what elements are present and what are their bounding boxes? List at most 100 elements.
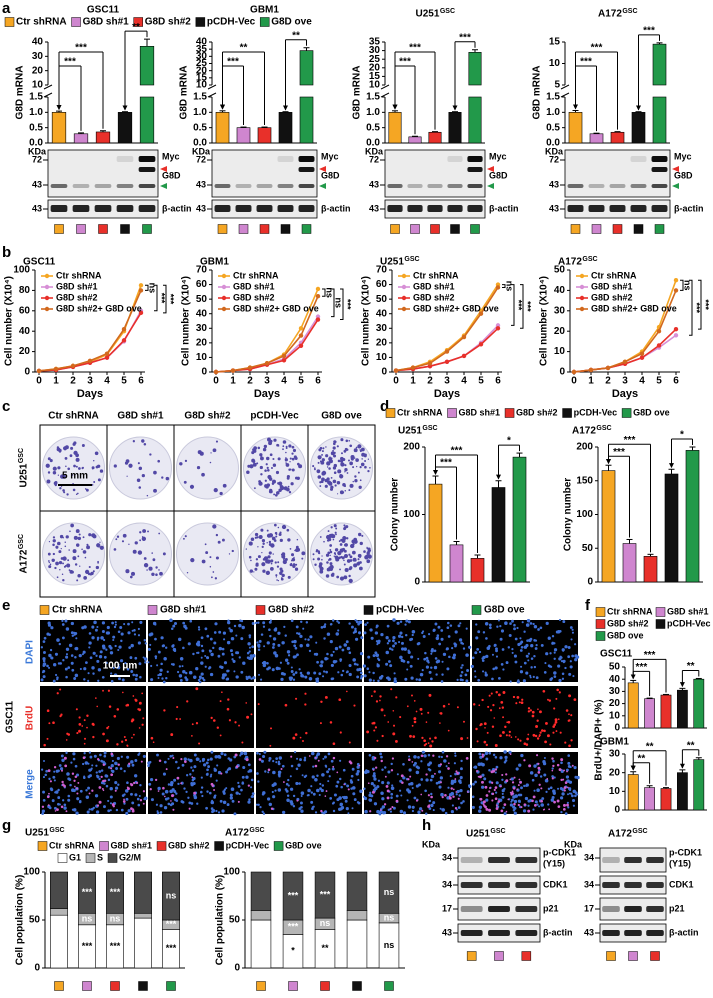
legend-swatch: [39, 605, 50, 615]
legend-point: [221, 284, 227, 290]
bar: [278, 112, 293, 144]
band: [609, 205, 626, 212]
group-marker: [138, 981, 148, 991]
bracket: [502, 284, 506, 288]
significance: ***: [580, 57, 592, 68]
band: [50, 205, 68, 212]
bar: [468, 96, 482, 144]
x-tick-label: 6: [138, 376, 144, 387]
band: [116, 184, 134, 188]
segment-label: *: [291, 946, 295, 956]
significance: ns: [683, 280, 693, 291]
band: [630, 156, 647, 162]
significance: **: [646, 741, 654, 752]
band: [277, 156, 294, 162]
significance: ***: [692, 302, 702, 313]
x-tick-label: 4: [281, 376, 287, 387]
legend-label: pCDH-Vec: [574, 407, 618, 417]
chart-title: U251: [415, 9, 439, 20]
bar: [644, 698, 655, 729]
bar: [299, 96, 314, 144]
bar-segment: [50, 908, 68, 916]
bar-segment: [78, 871, 96, 914]
chart-title: GSC11: [23, 257, 56, 268]
x-axis-label: Days: [612, 388, 638, 400]
legend-swatch: [214, 841, 224, 851]
series-line: [573, 334, 677, 373]
label-group: GBM1: [250, 5, 279, 16]
group-marker: [238, 224, 249, 234]
protein-label: CDK1: [543, 879, 568, 889]
nuclei-dapi: [362, 618, 472, 684]
mw-marker: 72: [369, 154, 379, 164]
legend-swatch: [363, 605, 374, 615]
legend-label: G8D sh#1: [233, 281, 275, 291]
y-tick-label: 30: [32, 51, 44, 62]
band: [447, 205, 463, 212]
chart-title-sup: GSC: [422, 425, 437, 432]
point: [673, 326, 679, 332]
y-tick-label: 15: [196, 72, 208, 83]
legend-swatch: [147, 605, 158, 615]
legend-swatch: [85, 853, 96, 863]
legend-swatch: [655, 607, 666, 617]
arrow-green: [487, 183, 494, 189]
mw-marker: 43: [549, 203, 559, 213]
y-tick-label: 30: [369, 45, 381, 56]
micrograph: [148, 620, 254, 682]
band: [602, 882, 620, 888]
chart-title: A172: [598, 9, 622, 20]
chart-title-sup: GSC: [49, 827, 64, 834]
x-tick-label: 3: [622, 376, 628, 387]
legend-point: [579, 284, 585, 290]
bracket: [163, 284, 167, 314]
y-tick-label: 30: [196, 51, 208, 62]
legend-label: G8D ove: [285, 840, 322, 850]
protein-label: Myc: [489, 151, 507, 161]
y-axis-label: Cell population (%): [215, 875, 226, 966]
y-axis-label: Cell number (X10⁴): [181, 276, 192, 366]
band: [624, 857, 642, 863]
bar: [589, 133, 604, 144]
bar-segment: [250, 910, 272, 921]
y-tick-label: 0.0: [366, 138, 380, 149]
legend-label: Ctr shRNA: [591, 270, 637, 280]
band: [515, 857, 538, 863]
point: [571, 369, 577, 375]
x-tick-label: 1: [230, 376, 236, 387]
legend-swatch: [133, 17, 143, 27]
legend-label: G8D sh#2+ G8D ove: [233, 303, 319, 313]
legend-label: G8D sh#2: [516, 407, 558, 417]
bar: [215, 112, 230, 144]
band: [567, 184, 584, 188]
row-label: U251: [19, 463, 30, 487]
panel-label: c: [2, 398, 10, 415]
axis-break: [380, 92, 390, 98]
dish: [42, 522, 105, 586]
y-tick-label: 50: [554, 265, 566, 276]
x-tick-label: 0: [36, 376, 42, 387]
x-tick-label: 0: [571, 376, 577, 387]
bar-segment: [106, 871, 124, 914]
segment-label: ***: [320, 889, 331, 899]
point: [264, 361, 270, 366]
point: [478, 311, 484, 316]
group-marker: [606, 951, 616, 961]
segment-label: ***: [82, 887, 93, 897]
point: [605, 365, 611, 371]
colonies: [47, 523, 104, 582]
legend-label: G8D sh#1: [56, 281, 98, 291]
dish: [310, 522, 373, 586]
column-label: Ctr shRNA: [48, 411, 99, 422]
chart-title-sup: GSC: [404, 256, 419, 263]
band: [256, 184, 273, 188]
significance: ***: [64, 57, 76, 68]
point: [298, 333, 304, 338]
band: [646, 930, 664, 936]
bar-segment: [134, 917, 152, 969]
legend-swatch: [195, 17, 206, 27]
band: [407, 205, 423, 212]
protein-label: p21: [543, 903, 559, 913]
legend-swatch: [107, 853, 118, 863]
